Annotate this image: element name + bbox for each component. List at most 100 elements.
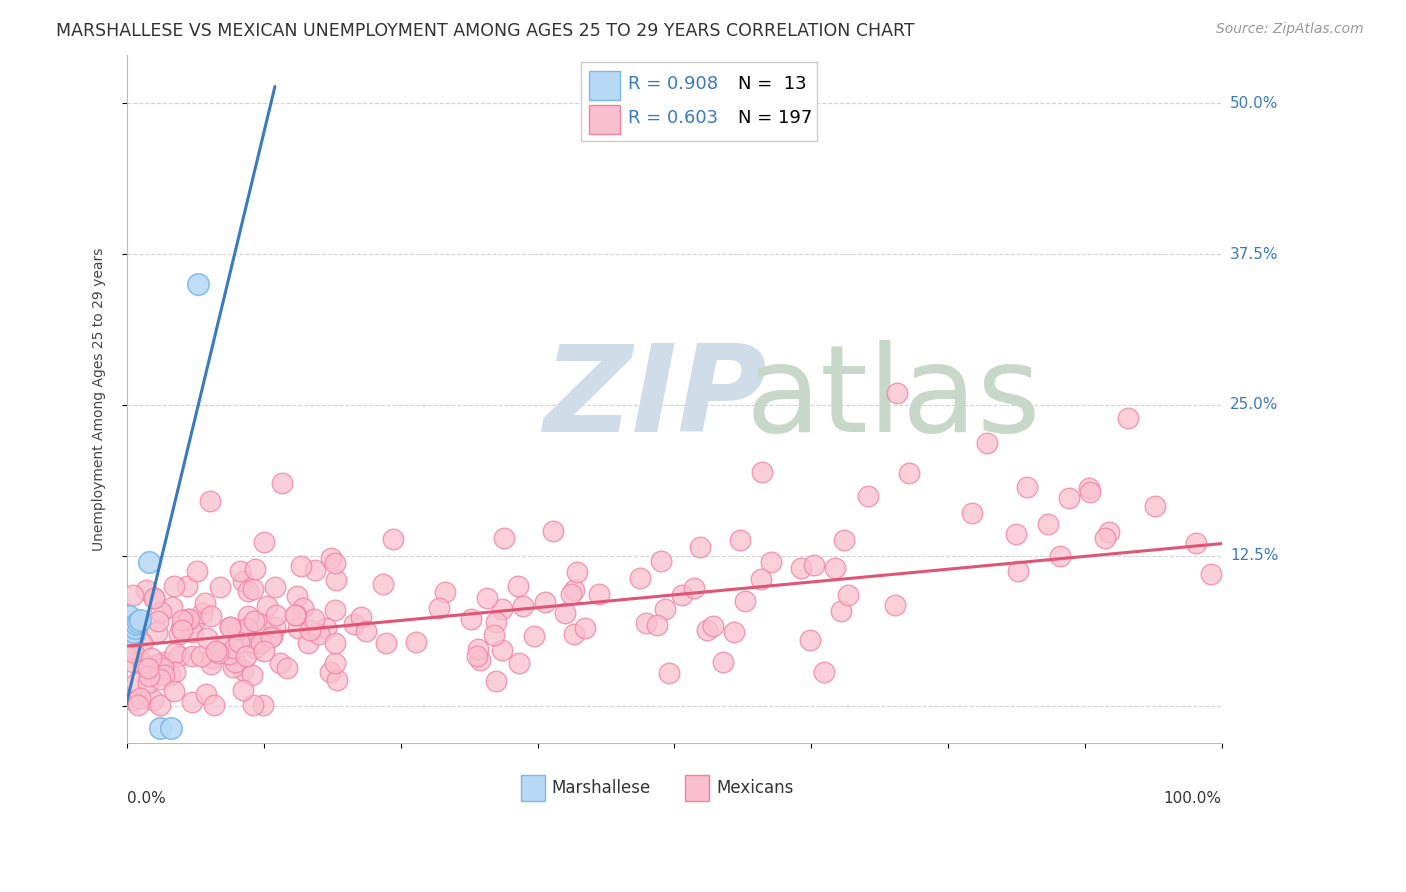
Point — [628, 571, 651, 585]
Point — [350, 610, 373, 624]
Point — [200, 657, 222, 672]
Point — [264, 607, 287, 622]
Point — [319, 550, 342, 565]
Point — [236, 621, 259, 635]
Point — [323, 602, 346, 616]
Text: 50.0%: 50.0% — [1230, 95, 1278, 111]
Point — [1185, 536, 1208, 550]
Point — [433, 585, 456, 599]
Point — [149, 698, 172, 713]
Point — [163, 646, 186, 660]
Point — [837, 588, 859, 602]
Point — [343, 617, 366, 632]
Point — [121, 693, 143, 707]
Point — [285, 590, 308, 604]
Point — [122, 624, 145, 639]
Point — [125, 675, 148, 690]
Text: atlas: atlas — [745, 341, 1042, 458]
Point — [482, 628, 505, 642]
Point — [138, 555, 160, 569]
Point — [159, 667, 181, 681]
Point — [129, 691, 152, 706]
Point — [224, 656, 246, 670]
Text: R = 0.908: R = 0.908 — [628, 75, 718, 93]
Point — [374, 636, 396, 650]
Point — [252, 698, 274, 713]
Point — [263, 620, 285, 634]
Point — [803, 558, 825, 572]
Point — [139, 651, 162, 665]
Point — [650, 554, 672, 568]
Point — [198, 494, 221, 508]
Point — [512, 599, 534, 613]
Point — [177, 612, 200, 626]
Point — [167, 648, 190, 663]
Point — [142, 591, 165, 605]
Point — [299, 624, 322, 638]
Point — [149, 605, 172, 619]
Point — [287, 621, 309, 635]
Text: N = 197: N = 197 — [738, 110, 813, 128]
Point — [153, 655, 176, 669]
Point — [508, 579, 530, 593]
Point — [856, 489, 879, 503]
Point — [319, 665, 342, 680]
Point — [143, 591, 166, 606]
Point — [205, 644, 228, 658]
Point — [723, 624, 745, 639]
Point — [207, 646, 229, 660]
Point — [696, 623, 718, 637]
Point — [170, 613, 193, 627]
Point — [683, 581, 706, 595]
Point — [232, 663, 254, 677]
Point — [194, 688, 217, 702]
Point — [240, 634, 263, 648]
Point — [252, 535, 274, 549]
Point — [121, 629, 143, 643]
Point — [297, 636, 319, 650]
FancyBboxPatch shape — [589, 71, 620, 100]
Point — [242, 698, 264, 713]
Point — [1098, 524, 1121, 539]
Point — [711, 655, 734, 669]
Point — [830, 604, 852, 618]
Point — [962, 506, 984, 520]
Point — [813, 665, 835, 679]
Point — [121, 627, 143, 641]
Point — [1057, 491, 1080, 505]
Point — [135, 583, 157, 598]
Point — [534, 595, 557, 609]
Point — [824, 561, 846, 575]
Point — [149, 721, 172, 735]
Y-axis label: Unemployment Among Ages 25 to 29 years: Unemployment Among Ages 25 to 29 years — [93, 247, 107, 550]
Point — [224, 640, 246, 655]
Point — [195, 631, 218, 645]
Point — [202, 698, 225, 713]
Point — [228, 635, 250, 649]
Point — [898, 466, 921, 480]
Point — [405, 635, 427, 649]
Point — [121, 655, 143, 669]
Point — [240, 667, 263, 681]
Point — [654, 601, 676, 615]
FancyBboxPatch shape — [522, 775, 546, 801]
Point — [146, 657, 169, 671]
Point — [163, 579, 186, 593]
Point — [491, 643, 513, 657]
Point — [789, 561, 811, 575]
Point — [183, 615, 205, 630]
Point — [222, 659, 245, 673]
Point — [142, 693, 165, 707]
Point — [751, 573, 773, 587]
Point — [201, 651, 224, 665]
Point — [308, 627, 330, 641]
Point — [325, 574, 347, 588]
Point — [564, 626, 586, 640]
Point — [121, 589, 143, 603]
Point — [187, 277, 209, 292]
Point — [1118, 411, 1140, 425]
Point — [290, 559, 312, 574]
Point — [253, 644, 276, 658]
Point — [523, 628, 546, 642]
FancyBboxPatch shape — [589, 105, 620, 134]
